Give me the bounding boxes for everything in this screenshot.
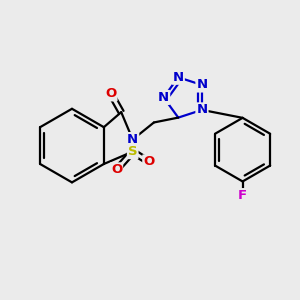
Text: S: S (128, 145, 137, 158)
Text: N: N (196, 79, 208, 92)
Text: F: F (238, 189, 247, 202)
Text: N: N (196, 103, 208, 116)
Text: O: O (105, 87, 116, 101)
Text: N: N (127, 133, 138, 146)
Text: N: N (173, 71, 184, 84)
Text: O: O (143, 155, 155, 168)
Text: O: O (111, 164, 122, 176)
Text: N: N (158, 91, 169, 104)
